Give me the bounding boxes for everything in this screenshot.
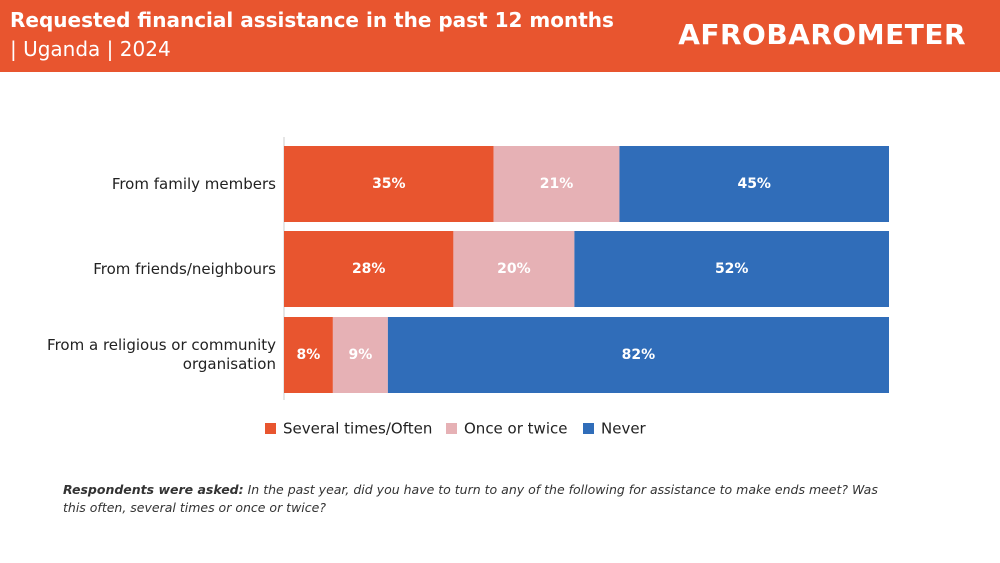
bar-segment — [619, 146, 889, 222]
bar-segment — [284, 317, 333, 393]
data-label: 9% — [348, 347, 372, 363]
logo: AFROBAROMETER — [678, 18, 966, 51]
data-label: 28% — [352, 261, 386, 277]
legend-label: Never — [601, 420, 647, 438]
bar-segment — [332, 317, 388, 393]
category-label: From a religious or community organisati… — [47, 336, 276, 373]
note-text: In the past year, did you have to turn t… — [63, 482, 878, 515]
legend-swatch — [265, 423, 276, 434]
bar-segment — [387, 317, 889, 393]
data-label: 35% — [372, 176, 406, 192]
bar-segment — [284, 146, 494, 222]
legend-swatch — [583, 423, 594, 434]
legend-label: Several times/Often — [283, 420, 432, 438]
data-label: 8% — [297, 347, 321, 363]
data-label: 82% — [622, 347, 656, 363]
legend-swatch — [446, 423, 457, 434]
bar-segment — [453, 231, 575, 307]
bar-segment — [493, 146, 620, 222]
chart-subtitle: | Uganda | 2024 — [10, 37, 171, 61]
chart-title: Requested financial assistance in the pa… — [10, 8, 614, 32]
data-label: 21% — [540, 176, 574, 192]
data-label: 52% — [715, 261, 749, 277]
bar-segment — [574, 231, 889, 307]
header: Requested financial assistance in the pa… — [0, 0, 1000, 72]
data-label: 20% — [497, 261, 531, 277]
category-label: From friends/neighbours — [93, 259, 276, 278]
legend-label: Once or twice — [464, 420, 567, 438]
category-label: From family members — [111, 174, 276, 193]
bar-segment — [284, 231, 454, 307]
data-label: 45% — [737, 176, 771, 192]
note: Respondents were asked: In the past year… — [63, 481, 903, 517]
note-label: Respondents were asked: — [63, 482, 244, 497]
